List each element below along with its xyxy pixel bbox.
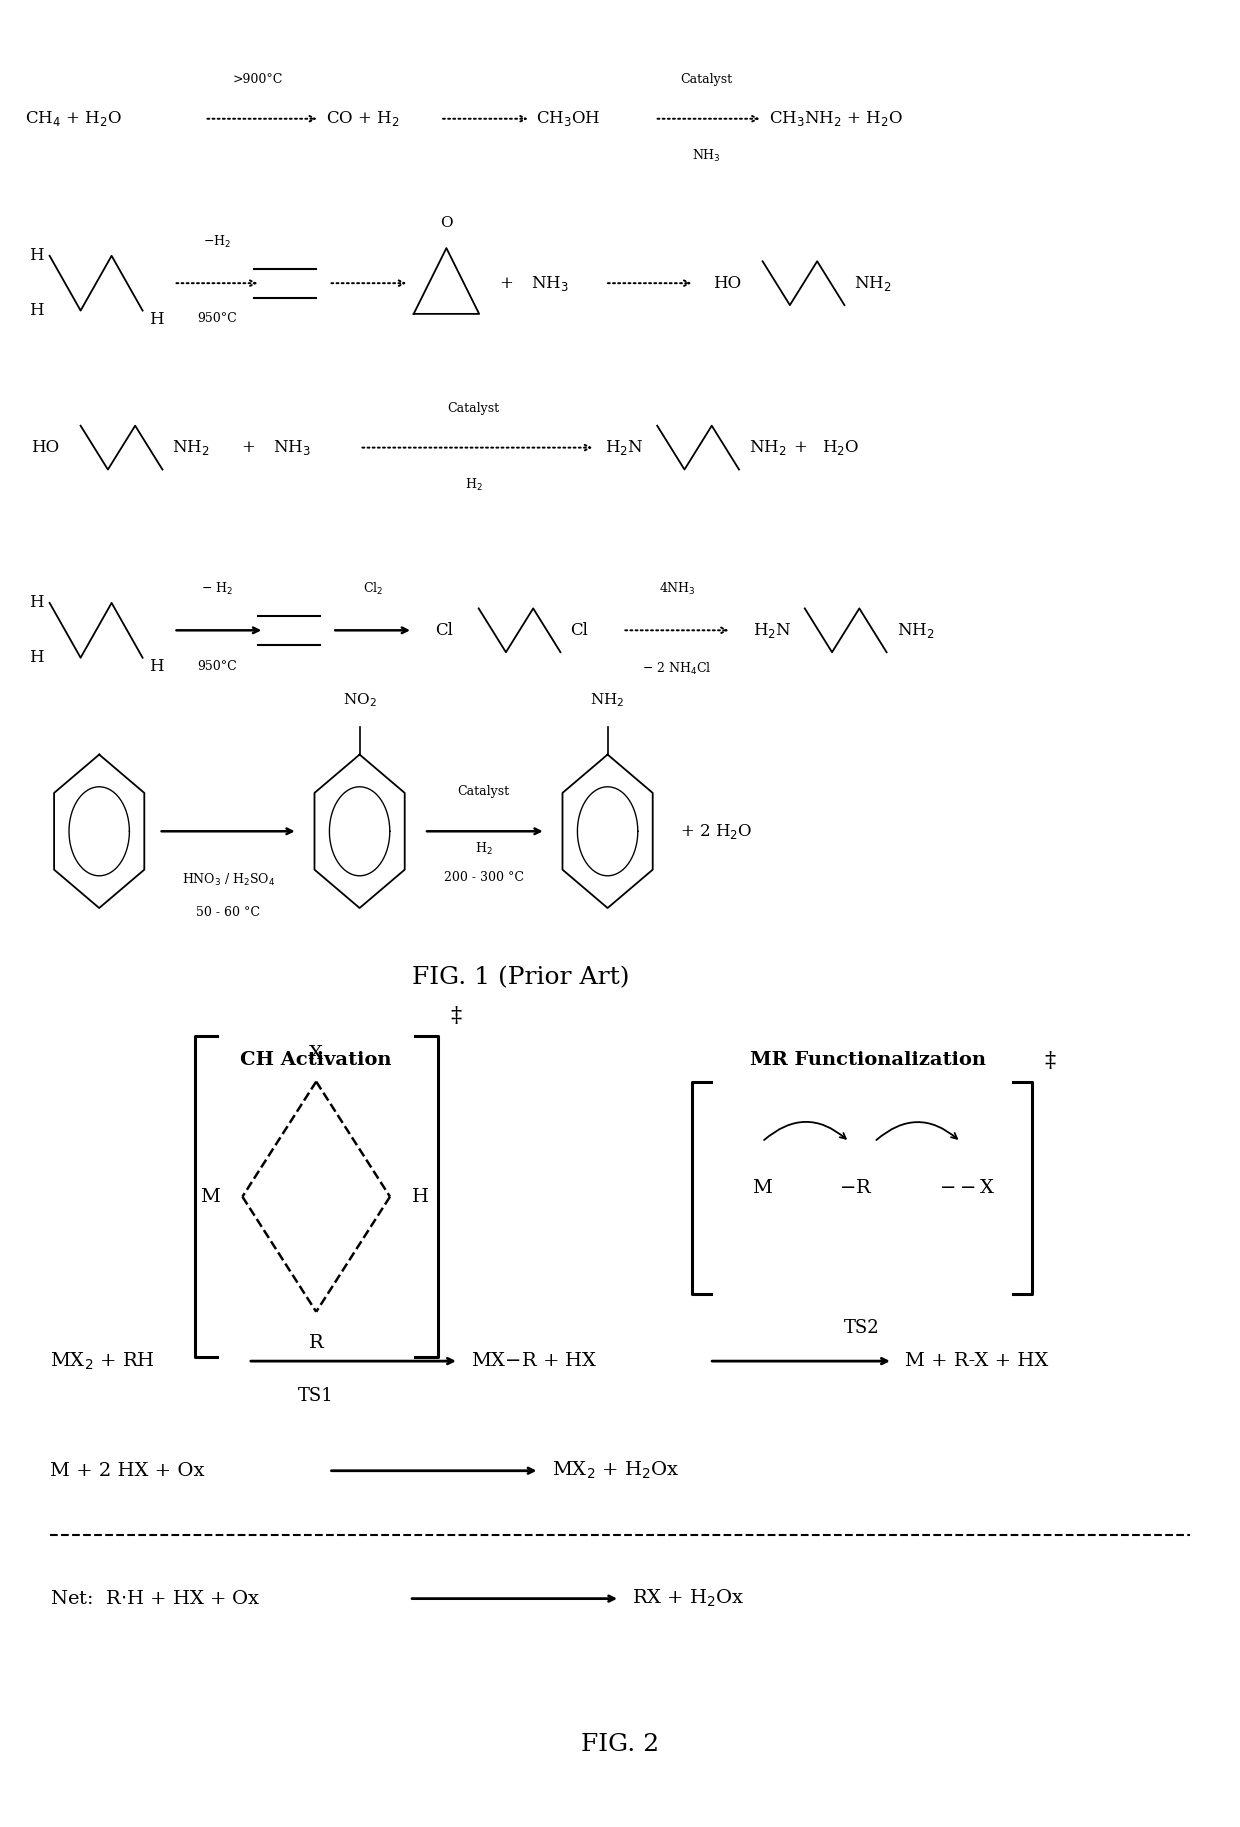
Text: X: X: [309, 1045, 324, 1063]
Text: TS2: TS2: [844, 1319, 879, 1337]
Text: FIG. 1 (Prior Art): FIG. 1 (Prior Art): [412, 966, 630, 988]
Text: HNO$_3$ / H$_2$SO$_4$: HNO$_3$ / H$_2$SO$_4$: [181, 871, 275, 888]
Text: Cl$_2$: Cl$_2$: [363, 581, 383, 597]
Text: +: +: [792, 438, 807, 457]
Text: H$_2$O: H$_2$O: [822, 438, 859, 457]
Text: 950°C: 950°C: [197, 312, 237, 325]
Text: Catalyst: Catalyst: [448, 402, 500, 415]
Text: NH$_2$: NH$_2$: [172, 438, 210, 457]
Text: FIG. 2: FIG. 2: [580, 1734, 660, 1756]
Text: H$_2$: H$_2$: [475, 840, 492, 857]
Text: H: H: [29, 649, 43, 667]
Text: + 2 H$_2$O: + 2 H$_2$O: [680, 822, 751, 840]
Text: $-$ 2 NH$_4$Cl: $-$ 2 NH$_4$Cl: [642, 661, 712, 678]
Text: NH$_2$: NH$_2$: [749, 438, 786, 457]
Text: TS1: TS1: [299, 1387, 334, 1405]
Text: $--$X: $--$X: [939, 1178, 994, 1197]
Text: HO: HO: [31, 438, 60, 457]
Text: 200 - 300 °C: 200 - 300 °C: [444, 871, 523, 884]
Text: H: H: [29, 301, 43, 320]
Text: 950°C: 950°C: [197, 660, 237, 672]
Text: H$_2$N: H$_2$N: [753, 621, 791, 639]
Text: M: M: [751, 1178, 773, 1197]
Text: H: H: [149, 658, 164, 676]
Text: H: H: [412, 1188, 429, 1206]
Text: H: H: [29, 247, 43, 265]
Text: MR Functionalization: MR Functionalization: [750, 1051, 986, 1069]
Text: $-$ H$_2$: $-$ H$_2$: [201, 581, 233, 597]
Text: CH Activation: CH Activation: [241, 1051, 392, 1069]
Text: CO + H$_2$: CO + H$_2$: [326, 110, 399, 128]
Text: R: R: [309, 1334, 324, 1352]
Text: HO: HO: [713, 274, 742, 292]
Text: >900°C: >900°C: [233, 73, 283, 86]
Text: H$_2$N: H$_2$N: [605, 438, 644, 457]
Text: NH$_2$: NH$_2$: [854, 274, 892, 292]
Text: Cl: Cl: [570, 621, 588, 639]
Text: Catalyst: Catalyst: [681, 73, 733, 86]
Text: ‡: ‡: [1044, 1051, 1055, 1072]
Text: H$_2$: H$_2$: [465, 477, 482, 493]
Text: NH$_2$: NH$_2$: [590, 691, 625, 709]
Text: 50 - 60 °C: 50 - 60 °C: [196, 906, 260, 919]
Text: NH$_2$: NH$_2$: [897, 621, 934, 639]
Text: CH$_4$ + H$_2$O: CH$_4$ + H$_2$O: [25, 110, 122, 128]
Text: CH$_3$NH$_2$ + H$_2$O: CH$_3$NH$_2$ + H$_2$O: [769, 110, 903, 128]
Text: NH$_3$: NH$_3$: [531, 274, 568, 292]
Text: MX$_2$ + H$_2$Ox: MX$_2$ + H$_2$Ox: [552, 1460, 680, 1482]
Text: CH$_3$OH: CH$_3$OH: [536, 110, 600, 128]
Text: NH$_3$: NH$_3$: [692, 148, 722, 164]
Text: +: +: [498, 274, 513, 292]
Text: NH$_3$: NH$_3$: [273, 438, 310, 457]
Text: H: H: [29, 594, 43, 612]
Text: MX$_2$ + RH: MX$_2$ + RH: [50, 1350, 154, 1372]
Text: +: +: [241, 438, 255, 457]
Text: 4NH$_3$: 4NH$_3$: [658, 581, 696, 597]
Text: $-$H$_2$: $-$H$_2$: [203, 234, 231, 250]
Text: M + 2 HX + Ox: M + 2 HX + Ox: [50, 1462, 205, 1480]
Text: O: O: [440, 216, 453, 230]
Text: NO$_2$: NO$_2$: [342, 691, 377, 709]
Text: ‡: ‡: [450, 1005, 461, 1027]
Text: M: M: [200, 1188, 221, 1206]
Text: H: H: [149, 311, 164, 329]
Text: Catalyst: Catalyst: [458, 786, 510, 798]
Text: Net:  R$\cdot$H + HX + Ox: Net: R$\cdot$H + HX + Ox: [50, 1589, 260, 1608]
Text: MX$-$R + HX: MX$-$R + HX: [471, 1352, 598, 1370]
Text: $-$R: $-$R: [838, 1178, 873, 1197]
Text: Cl: Cl: [435, 621, 453, 639]
Text: M + R-X + HX: M + R-X + HX: [905, 1352, 1049, 1370]
Text: RX + H$_2$Ox: RX + H$_2$Ox: [632, 1588, 745, 1610]
